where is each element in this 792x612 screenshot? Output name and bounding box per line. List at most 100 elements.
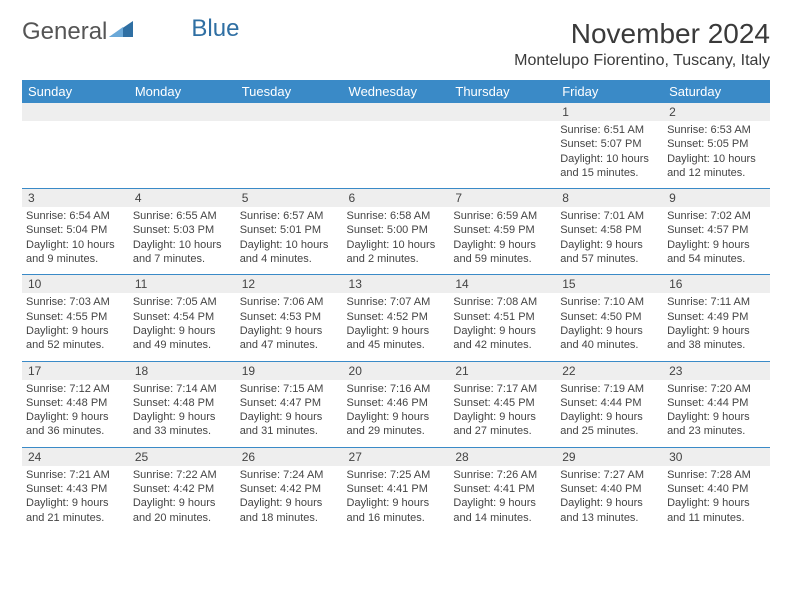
sunset-text: Sunset: 5:07 PM — [560, 137, 659, 151]
sunrise-text: Sunrise: 7:19 AM — [560, 382, 659, 396]
sunrise-text: Sunrise: 7:24 AM — [240, 468, 339, 482]
logo: General Blue — [22, 18, 239, 46]
daylight-text: Daylight: 9 hours and 25 minutes. — [560, 410, 659, 439]
sunset-text: Sunset: 4:41 PM — [453, 482, 552, 496]
sunset-text: Sunset: 4:45 PM — [453, 396, 552, 410]
day-number: 28 — [455, 450, 468, 464]
daylight-text: Daylight: 9 hours and 47 minutes. — [240, 324, 339, 353]
sunset-text: Sunset: 4:43 PM — [26, 482, 125, 496]
daynum-cell: 16 — [663, 275, 770, 294]
daylight-text: Daylight: 10 hours and 2 minutes. — [347, 238, 446, 267]
week-row: Sunrise: 7:03 AMSunset: 4:55 PMDaylight:… — [22, 293, 770, 361]
daynum-cell: 19 — [236, 361, 343, 380]
daynum-cell: 13 — [343, 275, 450, 294]
daylight-text: Daylight: 9 hours and 11 minutes. — [667, 496, 766, 525]
week-row: Sunrise: 7:12 AMSunset: 4:48 PM Daylight:… — [22, 380, 770, 448]
sunrise-text: Sunrise: 6:54 AM — [26, 209, 125, 223]
day-number: 29 — [562, 450, 575, 464]
day-number: 3 — [28, 191, 35, 205]
daylight-text: Daylight: 10 hours and 9 minutes. — [26, 238, 125, 267]
daylight-text: Daylight: 9 hours and 40 minutes. — [560, 324, 659, 353]
calendar-table: Sunday Monday Tuesday Wednesday Thursday… — [22, 80, 770, 533]
daylight-text: Daylight: 9 hours and 31 minutes. — [240, 410, 339, 439]
sunrise-text: Sunrise: 6:55 AM — [133, 209, 232, 223]
sunrise-text: Sunrise: 6:53 AM — [667, 123, 766, 137]
daylight-text: Daylight: 9 hours and 27 minutes. — [453, 410, 552, 439]
sunrise-text: Sunrise: 7:27 AM — [560, 468, 659, 482]
sunrise-text: Sunrise: 7:12 AM — [26, 382, 125, 396]
day-number: 21 — [455, 364, 468, 378]
daylight-text: Daylight: 9 hours and 16 minutes. — [347, 496, 446, 525]
daynum-cell: 9 — [663, 189, 770, 208]
daynum-cell: 1 — [556, 103, 663, 121]
day-cell: Sunrise: 7:24 AMSunset: 4:42 PMDaylight:… — [236, 466, 343, 533]
day-cell: Sunrise: 7:27 AMSunset: 4:40 PMDaylight:… — [556, 466, 663, 533]
day-cell: Sunrise: 7:05 AMSunset: 4:54 PMDaylight:… — [129, 293, 236, 361]
sunrise-text: Sunrise: 6:58 AM — [347, 209, 446, 223]
logo-text-1: General — [22, 18, 107, 46]
sunrise-text: Sunrise: 7:08 AM — [453, 295, 552, 309]
day-cell: Sunrise: 7:06 AMSunset: 4:53 PMDaylight:… — [236, 293, 343, 361]
day-number: 24 — [28, 450, 41, 464]
day-number: 1 — [562, 105, 569, 119]
sunset-text: Sunset: 4:49 PM — [667, 310, 766, 324]
daynum-cell: 24 — [22, 447, 129, 466]
day-number: 4 — [135, 191, 142, 205]
dow-wed: Wednesday — [343, 80, 450, 103]
sunrise-text: Sunrise: 7:21 AM — [26, 468, 125, 482]
daynum-cell — [343, 103, 450, 121]
day-number: 30 — [669, 450, 682, 464]
day-cell: Sunrise: 7:19 AMSunset: 4:44 PMDaylight:… — [556, 380, 663, 448]
sunrise-text: Sunrise: 7:26 AM — [453, 468, 552, 482]
sunset-text: Sunset: 4:41 PM — [347, 482, 446, 496]
day-cell: Sunrise: 7:25 AMSunset: 4:41 PMDaylight:… — [343, 466, 450, 533]
sunset-text: Sunset: 4:51 PM — [453, 310, 552, 324]
sunset-text: Sunset: 4:40 PM — [667, 482, 766, 496]
sunset-text: Sunset: 4:48 PM — [26, 396, 125, 410]
sunrise-text: Sunrise: 7:06 AM — [240, 295, 339, 309]
sunrise-text: Sunrise: 7:20 AM — [667, 382, 766, 396]
day-number: 25 — [135, 450, 148, 464]
day-cell — [236, 121, 343, 189]
daynum-cell: 14 — [449, 275, 556, 294]
daylight-text: Daylight: 10 hours and 12 minutes. — [667, 152, 766, 181]
daylight-text: Daylight: 9 hours and 52 minutes. — [26, 324, 125, 353]
sunrise-text: Sunrise: 6:51 AM — [560, 123, 659, 137]
daynum-cell: 21 — [449, 361, 556, 380]
daynum-cell: 4 — [129, 189, 236, 208]
day-cell — [129, 121, 236, 189]
daynum-cell: 17 — [22, 361, 129, 380]
daylight-text: Daylight: 9 hours and 23 minutes. — [667, 410, 766, 439]
daynum-row: 10111213141516 — [22, 275, 770, 294]
daynum-row: 17181920212223 — [22, 361, 770, 380]
sunset-text: Sunset: 4:52 PM — [347, 310, 446, 324]
daylight-text: Daylight: 9 hours and 42 minutes. — [453, 324, 552, 353]
daynum-cell: 10 — [22, 275, 129, 294]
sunrise-text: Sunrise: 7:25 AM — [347, 468, 446, 482]
sunset-text: Sunset: 5:03 PM — [133, 223, 232, 237]
sunset-text: Sunset: 4:40 PM — [560, 482, 659, 496]
daylight-text: Daylight: 9 hours and 57 minutes. — [560, 238, 659, 267]
sunset-text: Sunset: 4:44 PM — [560, 396, 659, 410]
daylight-text: Daylight: 9 hours and 38 minutes. — [667, 324, 766, 353]
sunset-text: Sunset: 4:57 PM — [667, 223, 766, 237]
sunset-text: Sunset: 4:58 PM — [560, 223, 659, 237]
daylight-text: Daylight: 10 hours and 15 minutes. — [560, 152, 659, 181]
dow-mon: Monday — [129, 80, 236, 103]
day-cell: Sunrise: 7:11 AMSunset: 4:49 PMDaylight:… — [663, 293, 770, 361]
day-cell: Sunrise: 6:55 AMSunset: 5:03 PMDaylight:… — [129, 207, 236, 275]
day-cell: Sunrise: 7:10 AMSunset: 4:50 PMDaylight:… — [556, 293, 663, 361]
sunset-text: Sunset: 4:59 PM — [453, 223, 552, 237]
day-number: 9 — [669, 191, 676, 205]
day-cell: Sunrise: 7:03 AMSunset: 4:55 PMDaylight:… — [22, 293, 129, 361]
dow-row: Sunday Monday Tuesday Wednesday Thursday… — [22, 80, 770, 103]
daylight-text: Daylight: 9 hours and 49 minutes. — [133, 324, 232, 353]
day-number: 2 — [669, 105, 676, 119]
sunrise-text: Sunrise: 7:02 AM — [667, 209, 766, 223]
daylight-text: Daylight: 9 hours and 13 minutes. — [560, 496, 659, 525]
sunset-text: Sunset: 4:42 PM — [240, 482, 339, 496]
sunset-text: Sunset: 4:50 PM — [560, 310, 659, 324]
day-number: 6 — [349, 191, 356, 205]
sunrise-text: Sunrise: 7:10 AM — [560, 295, 659, 309]
daynum-row: 12 — [22, 103, 770, 121]
